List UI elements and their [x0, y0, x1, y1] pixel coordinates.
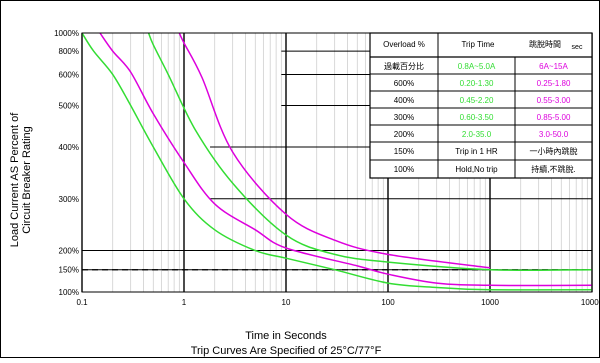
table-subheader-magenta: 6A~15A — [539, 62, 568, 71]
table-header-cn: 跳脫時間 — [529, 39, 561, 49]
table-cell-overload: 150% — [394, 147, 414, 156]
table-cell-magenta: 0.25-1.80 — [537, 79, 571, 88]
y-axis-label-line-2: Circuit Breaker Rating — [21, 126, 33, 234]
y-tick-label: 400% — [59, 143, 79, 152]
table-header-trip-time: Trip Time — [461, 40, 495, 49]
y-axis-label-line-1: Load Current AS Percent of — [9, 112, 21, 247]
table-cell-text-cn: 一小時內跳脫 — [530, 146, 578, 156]
table-cell-overload: 100% — [394, 165, 414, 174]
y-tick-label: 1000% — [54, 29, 79, 38]
tick-layer: 0.1 1 10 100 1000 10000 100% 150% 200% 300% 400% 50… — [54, 29, 600, 307]
table-cell-overload: 300% — [394, 113, 414, 122]
table-cell-green: 0.60-3.50 — [460, 113, 494, 122]
table-subheader-label: 過載百分比 — [384, 61, 424, 71]
trip-curve-1 — [81, 32, 593, 291]
x-tick-label: 0.1 — [76, 298, 88, 307]
x-tick-label: 1000 — [481, 298, 499, 307]
y-tick-label: 600% — [59, 70, 79, 79]
x-tick-label: 10 — [282, 298, 291, 307]
chart-subtitle: Trip Curves Are Specified of 25°C/77°F — [191, 345, 382, 357]
table-cell-text: Trip in 1 HR — [455, 147, 498, 156]
y-tick-label: 100% — [59, 288, 79, 297]
x-tick-label: 10000 — [581, 298, 600, 307]
table-cell-magenta: 3.0-50.0 — [539, 130, 569, 139]
y-tick-label: 800% — [59, 47, 79, 56]
x-axis-label: Time in Seconds — [245, 330, 327, 342]
table-cell-magenta: 0.85-5.00 — [537, 113, 571, 122]
y-tick-label: 200% — [59, 247, 79, 256]
y-axis-label: Load Current AS Percent of Circuit Break… — [9, 112, 33, 247]
table-header-overload: Overload % — [383, 40, 425, 49]
table-header-unit: sec — [572, 44, 583, 51]
table-cell-overload: 400% — [394, 96, 414, 105]
table-cell-green: 0.45-2.20 — [460, 96, 494, 105]
trip-curve-4 — [178, 32, 491, 269]
table-cell-overload: 600% — [394, 79, 414, 88]
table-cell-overload: 200% — [394, 130, 414, 139]
trip-time-table: Overload % Trip Time 跳脫時間 sec 過載百分比 0.8A~5.0A… — [369, 32, 593, 179]
y-tick-label: 300% — [59, 195, 79, 204]
trip-curve-3 — [99, 32, 593, 287]
x-tick-label: 1 — [182, 298, 187, 307]
x-tick-label: 100 — [381, 298, 395, 307]
trip-curve-2 — [147, 32, 593, 272]
y-tick-label: 150% — [59, 266, 79, 275]
table-cell-text-cn: 持續,不跳脫. — [531, 164, 575, 174]
table-cell-green: 0.20-1.30 — [460, 79, 494, 88]
table-frame — [369, 32, 593, 179]
y-tick-label: 500% — [59, 102, 79, 111]
table-cell-text: Hold,No trip — [455, 165, 498, 174]
table-cell-magenta: 0.55-3.00 — [537, 96, 571, 105]
table-cell-green: 2.0-35.0 — [462, 130, 492, 139]
table-subheader-green: 0.8A~5.0A — [458, 62, 496, 71]
curve-layer — [81, 32, 593, 291]
